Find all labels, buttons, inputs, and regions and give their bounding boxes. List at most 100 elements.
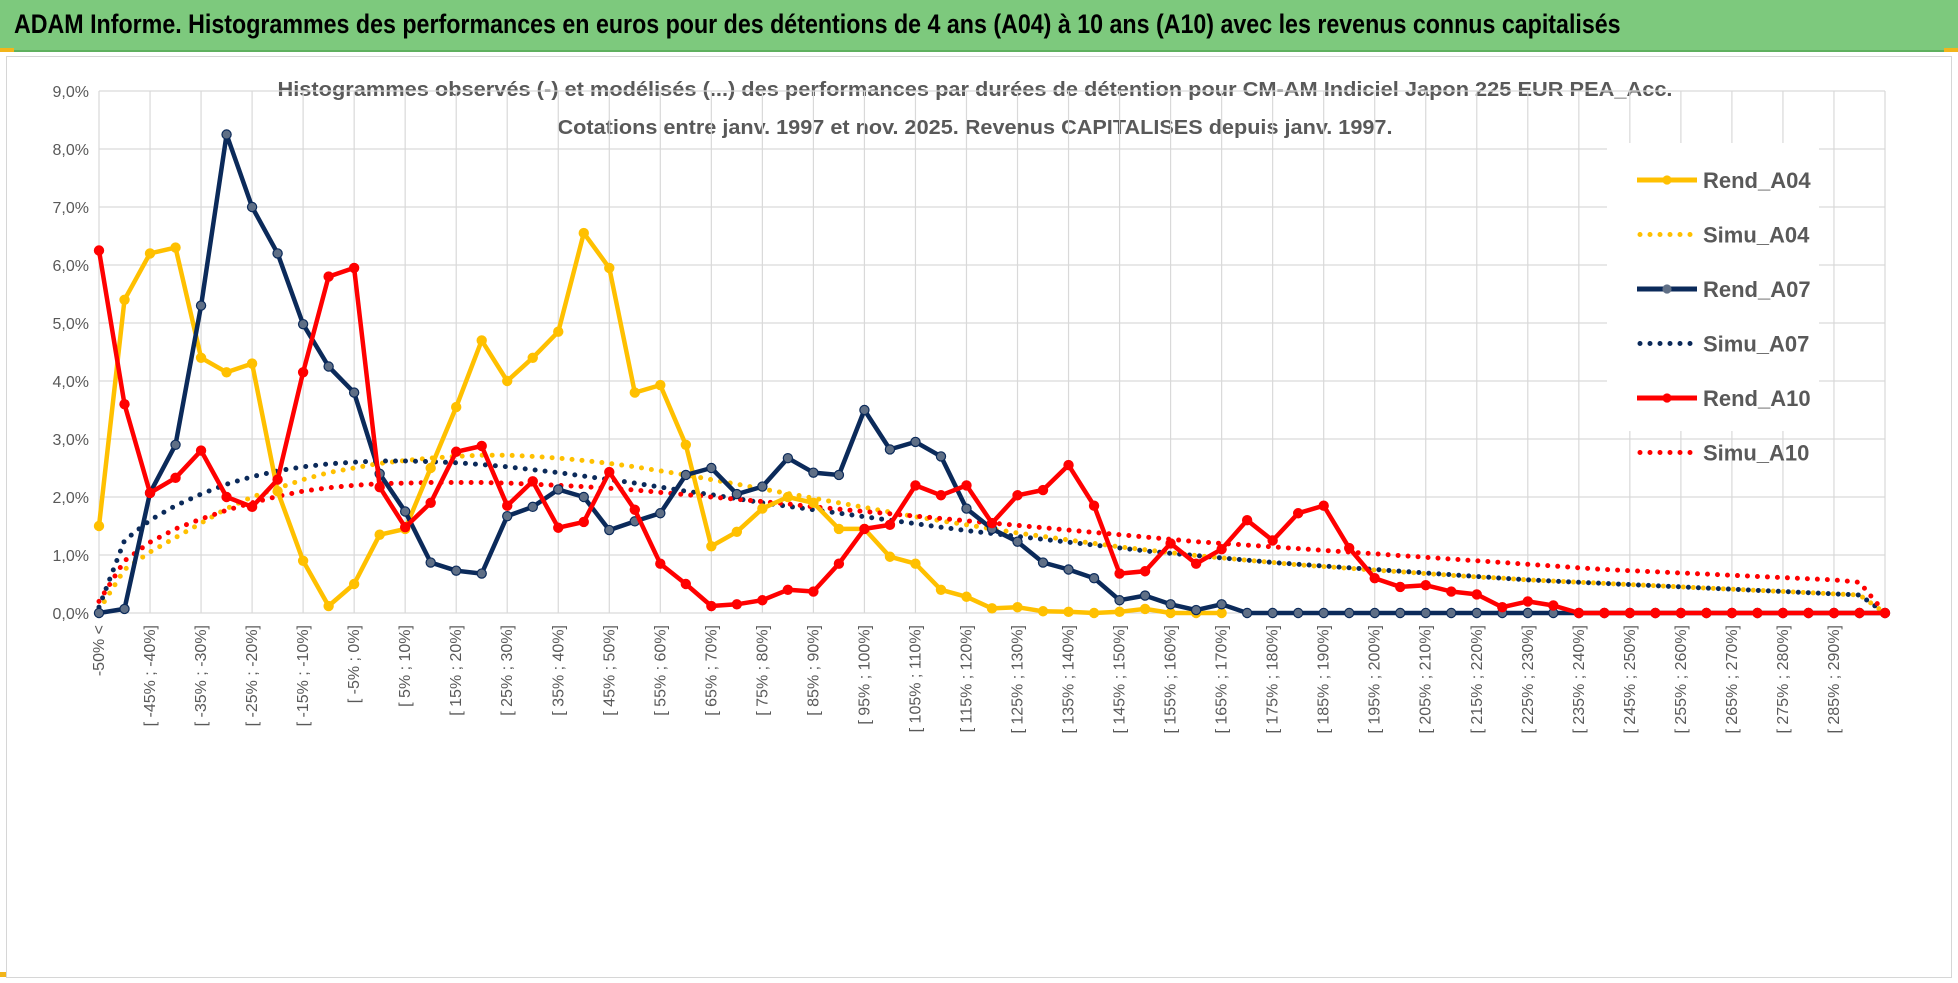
data-point-rend-a10 — [706, 600, 717, 612]
data-point-rend-a10 — [1803, 607, 1814, 619]
x-tick-label: [ 145% ; 150%] — [1112, 625, 1129, 734]
data-point-rend-a04 — [93, 520, 105, 532]
x-tick-label: [ 285% ; 290%] — [1826, 625, 1843, 734]
data-point-rend-a07 — [578, 491, 589, 503]
data-point-rend-a04 — [144, 248, 156, 259]
data-point-rend-a10 — [93, 245, 105, 256]
data-point-rend-a10 — [604, 466, 615, 478]
data-point-rend-a10 — [1012, 490, 1023, 501]
y-tick-label: 5,0% — [53, 316, 89, 333]
data-point-rend-a07 — [1522, 607, 1534, 619]
data-point-rend-a07 — [195, 300, 207, 311]
data-point-rend-a10 — [808, 586, 819, 597]
data-point-rend-a07 — [502, 510, 513, 522]
data-point-rend-a07 — [961, 503, 972, 514]
data-point-rend-a07 — [782, 452, 794, 464]
data-point-rend-a10 — [221, 491, 232, 503]
data-point-rend-a10 — [1165, 538, 1176, 549]
data-point-rend-a10 — [1318, 500, 1329, 511]
y-tick-label: 2,0% — [53, 490, 89, 507]
data-point-rend-a04 — [246, 358, 258, 369]
data-point-rend-a07 — [833, 469, 845, 481]
y-tick-label: 3,0% — [53, 432, 89, 449]
data-point-rend-a04 — [553, 326, 564, 337]
data-point-rend-a04 — [119, 294, 130, 305]
data-point-rend-a07 — [1190, 604, 1202, 616]
header-banner: ADAM Informe. Histogrammes des performan… — [0, 0, 1958, 52]
data-point-rend-a10 — [1343, 542, 1355, 554]
data-point-rend-a10 — [144, 487, 156, 499]
y-tick-label: 8,0% — [53, 142, 89, 159]
data-point-rend-a07 — [1165, 599, 1176, 610]
x-tick-label: [ 155% ; 160%] — [1163, 625, 1180, 734]
data-point-rend-a07 — [1395, 607, 1406, 619]
data-point-rend-a10 — [680, 578, 692, 590]
data-point-rend-a07 — [1343, 607, 1355, 619]
data-point-rend-a10 — [1216, 544, 1227, 555]
data-point-rend-a04 — [1012, 602, 1023, 613]
data-point-rend-a10 — [1854, 607, 1865, 619]
x-tick-label: [ 185% ; 190%] — [1316, 625, 1333, 734]
data-point-rend-a07 — [1267, 607, 1278, 619]
data-point-rend-a07 — [553, 484, 564, 495]
accent-bar-right — [1944, 48, 1958, 52]
data-point-rend-a10 — [629, 504, 641, 515]
x-tick-label: [ 25% ; 30%] — [499, 625, 516, 716]
x-tick-label: [ 225% ; 230%] — [1520, 625, 1537, 734]
data-point-rend-a10 — [757, 595, 768, 606]
data-point-rend-a04 — [1088, 607, 1100, 619]
data-point-rend-a04 — [935, 584, 947, 596]
data-point-rend-a04 — [527, 352, 538, 363]
data-point-rend-a10 — [1241, 515, 1253, 526]
data-point-rend-a07 — [1446, 607, 1457, 619]
data-point-rend-a07 — [1063, 564, 1074, 575]
data-point-rend-a04 — [170, 242, 181, 253]
data-point-rend-a10 — [195, 445, 207, 456]
accent-bar-left — [0, 48, 14, 52]
data-point-rend-a07 — [808, 467, 819, 478]
x-tick-label: [ 205% ; 210%] — [1418, 625, 1435, 734]
data-point-rend-a07 — [1318, 607, 1329, 619]
data-point-rend-a10 — [246, 501, 258, 513]
data-point-rend-a04 — [629, 387, 641, 398]
y-tick-label: 6,0% — [53, 258, 89, 275]
data-point-rend-a07 — [731, 488, 743, 500]
data-point-rend-a07 — [323, 361, 334, 372]
data-point-rend-a10 — [1114, 568, 1125, 579]
data-point-rend-a07 — [1241, 607, 1253, 619]
data-point-rend-a04 — [502, 375, 513, 387]
data-point-rend-a04 — [1114, 606, 1125, 618]
x-tick-label: [ 115% ; 120%] — [958, 625, 975, 732]
data-point-rend-a10 — [961, 480, 972, 491]
data-point-rend-a07 — [527, 501, 538, 513]
x-tick-label: [ 165% ; 170%] — [1214, 625, 1231, 734]
x-tick-label: [ 65% ; 70%] — [703, 625, 720, 716]
data-point-rend-a10 — [782, 584, 794, 596]
data-point-rend-a04 — [706, 541, 717, 552]
x-tick-label: [ 15% ; 20%] — [448, 625, 465, 716]
data-point-rend-a04 — [782, 491, 794, 503]
data-point-rend-a04 — [1063, 606, 1074, 618]
x-tick-label: [ 45% ; 50%] — [601, 625, 618, 716]
data-point-rend-a07 — [221, 129, 232, 140]
data-point-rend-a10 — [859, 523, 870, 535]
data-point-rend-a07 — [884, 444, 896, 455]
series-line-simu-a07 — [96, 458, 1888, 616]
data-point-rend-a10 — [1599, 607, 1610, 619]
data-point-rend-a10 — [986, 517, 998, 529]
x-tick-label: [ 235% ; 240%] — [1571, 625, 1588, 734]
data-point-rend-a07 — [170, 439, 181, 450]
legend-marker-rend-a07 — [1662, 284, 1672, 294]
data-point-rend-a10 — [1548, 600, 1559, 611]
data-point-rend-a10 — [1267, 535, 1278, 546]
data-point-rend-a10 — [553, 522, 564, 533]
data-point-rend-a10 — [323, 271, 334, 282]
data-point-rend-a04 — [833, 523, 845, 535]
y-tick-label: 0,0% — [53, 606, 89, 623]
data-point-rend-a10 — [1752, 607, 1763, 619]
data-point-rend-a10 — [1190, 558, 1202, 569]
data-point-rend-a04 — [348, 578, 360, 590]
page-title: ADAM Informe. Histogrammes des performan… — [14, 9, 1621, 39]
data-point-rend-a10 — [297, 367, 309, 378]
data-point-rend-a07 — [655, 508, 666, 519]
